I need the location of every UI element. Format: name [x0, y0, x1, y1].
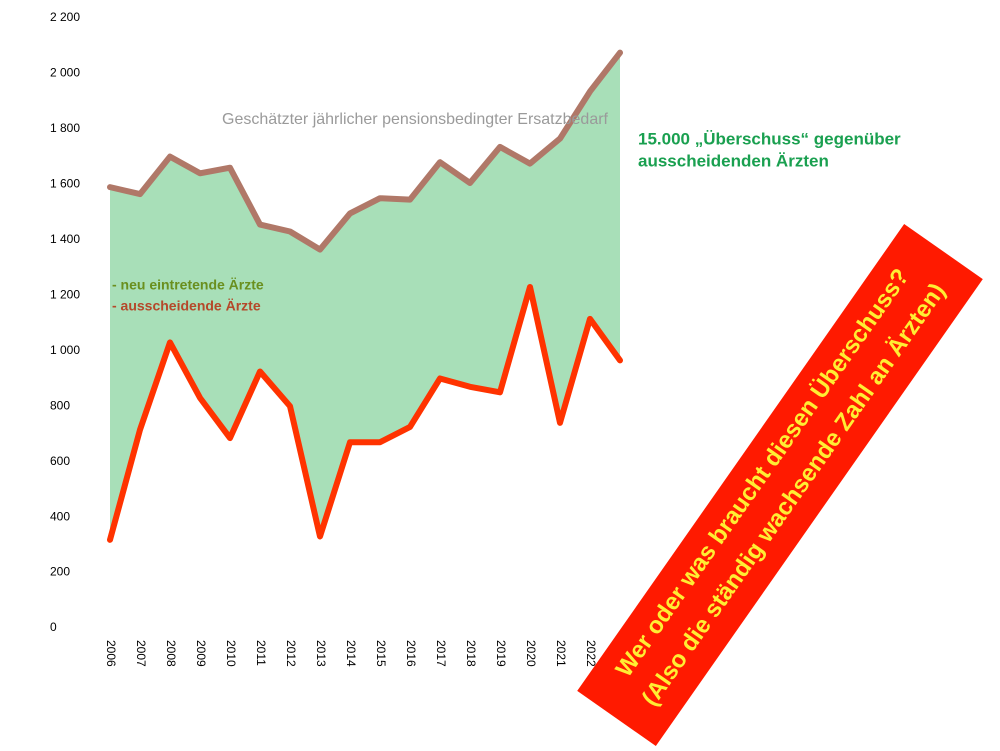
annotation: 15.000 „Überschuss“ gegenüber — [638, 129, 901, 148]
y-tick-label: 0 — [50, 620, 57, 634]
callout-line: (Also die ständig wachsende Zahl an Ärzt… — [637, 278, 951, 711]
y-tick-label: 1 400 — [50, 232, 80, 246]
x-tick-label: 2008 — [164, 640, 178, 667]
x-tick-label: 2017 — [434, 640, 448, 667]
y-tick-label: 600 — [50, 454, 70, 468]
callout: Wer oder was braucht diesen Überschuss? … — [577, 224, 983, 746]
legend-entry: - neu eintretende Ärzte — [112, 277, 264, 293]
x-tick-label: 2014 — [344, 640, 358, 667]
x-tick-label: 2012 — [284, 640, 298, 667]
y-tick-label: 800 — [50, 398, 70, 412]
y-tick-label: 1 800 — [50, 121, 80, 135]
x-tick-label: 2018 — [464, 640, 478, 667]
y-tick-label: 1 600 — [50, 177, 80, 191]
y-tick-label: 2 200 — [50, 10, 80, 24]
plot: 0 200 400 600 800 1 000 1 200 1 400 1 600 1 800 2 … — [50, 10, 628, 667]
x-tick-label: 2021 — [554, 640, 568, 667]
x-tick-label: 2009 — [194, 640, 208, 667]
background-title: Geschätzter jährlicher pensionsbedingter… — [222, 111, 609, 128]
x-tick-label: 2010 — [224, 640, 238, 667]
y-tick-label: 1 200 — [50, 287, 80, 301]
x-tick-label: 2011 — [254, 640, 268, 666]
x-tick-label: 2007 — [134, 640, 148, 667]
legend-entry: - ausscheidende Ärzte — [112, 298, 261, 314]
x-tick-label: 2006 — [104, 640, 118, 667]
x-tick-label: 2015 — [374, 640, 388, 667]
y-tick-label: 400 — [50, 509, 70, 523]
y-tick-label: 2 000 — [50, 66, 80, 80]
annotation: ausscheidenden Ärzten — [638, 151, 829, 170]
x-tick-label: 2020 — [524, 640, 538, 667]
line — [107, 283, 623, 543]
line — [107, 49, 623, 253]
callout-line: Wer oder was braucht diesen Überschuss? — [611, 264, 915, 682]
callout-box — [577, 224, 983, 746]
y-tick-label: 1 000 — [50, 343, 80, 357]
x-tick-label: 2016 — [404, 640, 418, 667]
x-tick-label: 2022 — [584, 640, 598, 667]
x-tick-label: 2013 — [314, 640, 328, 667]
y-tick-label: 200 — [50, 565, 70, 579]
x-tick-label: 2019 — [494, 640, 508, 667]
